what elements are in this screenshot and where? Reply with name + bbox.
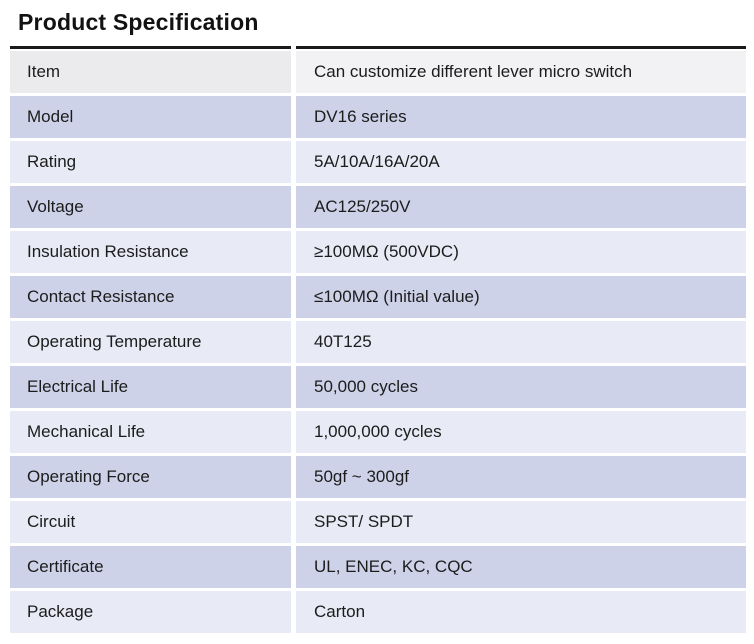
table-row: Mechanical Life 1,000,000 cycles (10, 410, 746, 453)
spec-key-cell: Electrical Life (10, 365, 291, 408)
column-gap (291, 320, 296, 363)
spec-key-cell: Rating (10, 140, 291, 183)
table-row: Insulation Resistance ≥100MΩ (500VDC) (10, 230, 746, 273)
spec-key-cell: Mechanical Life (10, 410, 291, 453)
top-border-right-segment (296, 45, 746, 49)
table-row: Model DV16 series (10, 95, 746, 138)
spec-key-cell: Operating Temperature (10, 320, 291, 363)
page-title: Product Specification (18, 9, 259, 35)
spec-key-cell: Package (10, 590, 291, 633)
page: Product Specification Item Can customize… (0, 9, 754, 644)
column-gap (291, 95, 296, 138)
spec-value-cell: SPST/ SPDT (296, 500, 746, 543)
column-gap (291, 275, 296, 318)
table-row: Rating 5A/10A/16A/20A (10, 140, 746, 183)
spec-key-cell: Model (10, 95, 291, 138)
spec-value-cell: ≥100MΩ (500VDC) (296, 230, 746, 273)
column-gap (291, 230, 296, 273)
column-gap (291, 50, 296, 93)
spec-value-cell: ≤100MΩ (Initial value) (296, 275, 746, 318)
spec-value-cell: 50gf ~ 300gf (296, 455, 746, 498)
column-gap (291, 545, 296, 588)
spec-table: Item Can customize different lever micro… (10, 45, 746, 633)
column-gap (291, 500, 296, 543)
table-row: Circuit SPST/ SPDT (10, 500, 746, 543)
column-gap (291, 140, 296, 183)
table-row: Operating Force 50gf ~ 300gf (10, 455, 746, 498)
spec-key-cell: Voltage (10, 185, 291, 228)
table-row: Certificate UL, ENEC, KC, CQC (10, 545, 746, 588)
spec-key-cell: Item (10, 50, 291, 93)
spec-key-cell: Certificate (10, 545, 291, 588)
table-top-border (10, 45, 746, 49)
column-gap (291, 455, 296, 498)
spec-key-cell: Contact Resistance (10, 275, 291, 318)
table-row: Electrical Life 50,000 cycles (10, 365, 746, 408)
spec-key-cell: Operating Force (10, 455, 291, 498)
table-row: Voltage AC125/250V (10, 185, 746, 228)
spec-value-cell: 5A/10A/16A/20A (296, 140, 746, 183)
column-gap (291, 185, 296, 228)
column-gap (291, 365, 296, 408)
top-border-gap (291, 45, 296, 49)
table-row: Operating Temperature 40T125 (10, 320, 746, 363)
spec-key-cell: Circuit (10, 500, 291, 543)
spec-rows: Item Can customize different lever micro… (10, 50, 746, 633)
spec-value-cell: DV16 series (296, 95, 746, 138)
top-border-left-segment (10, 45, 291, 49)
table-row: Contact Resistance ≤100MΩ (Initial value… (10, 275, 746, 318)
column-gap (291, 590, 296, 633)
spec-value-cell: AC125/250V (296, 185, 746, 228)
spec-value-cell: Carton (296, 590, 746, 633)
spec-value-cell: 40T125 (296, 320, 746, 363)
spec-value-cell: UL, ENEC, KC, CQC (296, 545, 746, 588)
table-row: Package Carton (10, 590, 746, 633)
table-row: Item Can customize different lever micro… (10, 50, 746, 93)
spec-value-cell: Can customize different lever micro swit… (296, 50, 746, 93)
column-gap (291, 410, 296, 453)
spec-value-cell: 50,000 cycles (296, 365, 746, 408)
spec-key-cell: Insulation Resistance (10, 230, 291, 273)
spec-value-cell: 1,000,000 cycles (296, 410, 746, 453)
